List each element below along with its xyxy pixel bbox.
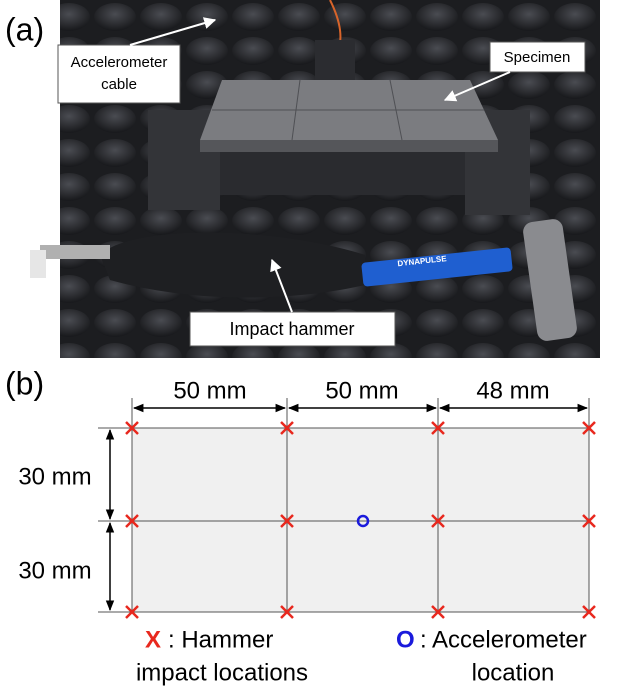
panel-label: (b) (5, 365, 44, 401)
dimension-label: 50 mm (173, 377, 246, 404)
legend-symbol: O (396, 626, 415, 653)
dimension-label: 30 mm (18, 557, 91, 584)
annotation-text: cable (101, 76, 137, 93)
annotation-text: Accelerometer (71, 54, 168, 71)
dimension-label: 50 mm (325, 377, 398, 404)
dimension-label: 30 mm (18, 463, 91, 490)
figure: DYNAPULSE (a) Accelerometer cable Specim… (0, 0, 632, 691)
grid-diagram (98, 398, 589, 612)
annotation-text: Specimen (504, 49, 571, 66)
panel-label: (a) (5, 11, 44, 47)
annotation-text: Impact hammer (229, 319, 354, 339)
legend-text: : Hammer (168, 626, 273, 653)
legend-text: impact locations (136, 659, 308, 686)
legend-text: location (472, 659, 555, 686)
legend-text: : Accelerometer (420, 626, 587, 653)
dimension-label: 48 mm (476, 377, 549, 404)
legend-symbol: X (145, 626, 161, 653)
